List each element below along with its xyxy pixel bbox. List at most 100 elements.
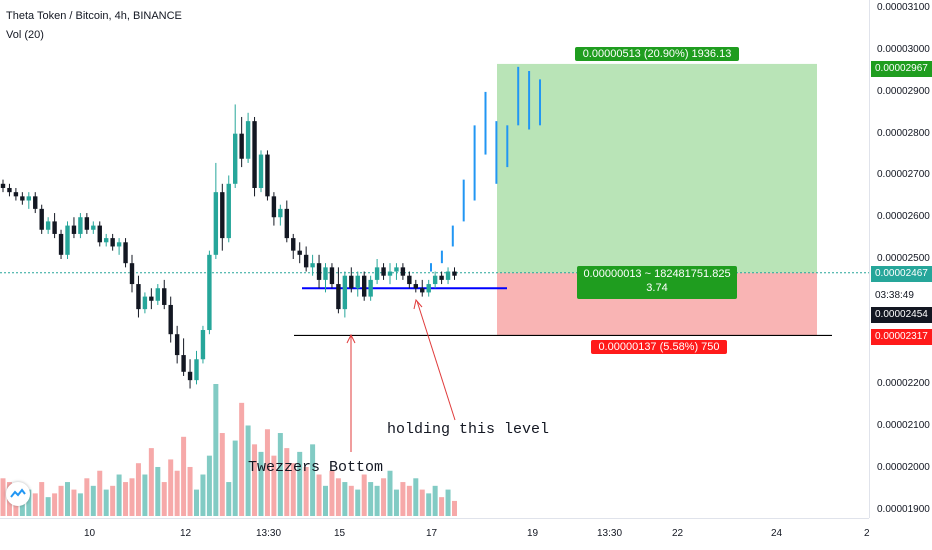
volume-bar <box>26 489 32 516</box>
volume-bar <box>142 474 148 516</box>
volume-bar <box>400 482 406 516</box>
candle-body <box>432 275 438 285</box>
volume-bar <box>452 500 457 516</box>
volume-bar <box>393 489 399 516</box>
time-tick-label: 12 <box>180 528 192 539</box>
time-axis-border <box>0 518 869 519</box>
price-tick-label: 0.00002600 <box>877 211 930 223</box>
volume-bar <box>310 444 316 516</box>
candle-body <box>200 330 206 360</box>
volume-bar <box>323 485 328 516</box>
candle-body <box>400 267 406 276</box>
candle-body <box>355 275 360 289</box>
candle-body <box>181 355 186 372</box>
candle-body <box>445 271 451 280</box>
volume-bar <box>271 455 277 516</box>
volume-bar <box>226 482 232 516</box>
price-tag-target: 0.00002967 <box>871 61 932 77</box>
candle-body <box>39 208 44 230</box>
volume-bar <box>374 485 380 516</box>
volume-bar <box>406 485 412 516</box>
position-zones <box>497 63 817 336</box>
candle-body <box>303 254 309 268</box>
candle-body <box>149 296 154 301</box>
candle-body <box>252 121 257 188</box>
price-tick-label: 0.00002100 <box>877 420 930 432</box>
volume-bar <box>32 493 38 516</box>
candle-body <box>310 263 315 268</box>
volume-indicator-label: Vol (20) <box>6 29 44 41</box>
candle-body <box>213 192 219 255</box>
candle-body <box>45 221 51 230</box>
candle-body <box>7 187 12 193</box>
volume-bar <box>0 478 6 516</box>
price-tick-label: 0.00003100 <box>877 2 930 14</box>
candle-body <box>271 196 277 218</box>
candles <box>0 104 457 389</box>
price-tick-label: 0.00002200 <box>877 378 930 390</box>
price-tag-level: 0.00002454 <box>871 307 932 323</box>
candle-body <box>110 238 115 247</box>
volume-bar <box>213 384 219 516</box>
entry-label: 0.00000013 ~ 182481751.825 3.74 <box>577 266 737 299</box>
candle-body <box>104 238 109 243</box>
time-tick-label: 19 <box>527 528 539 539</box>
volume-bar <box>348 485 354 516</box>
volume-bar <box>355 489 361 516</box>
candle-body <box>336 284 341 310</box>
candle-body <box>116 242 122 247</box>
stop-label: 0.00000137 (5.58%) 750 <box>591 340 727 354</box>
volume-bars <box>0 384 457 516</box>
candle-body <box>84 217 90 230</box>
volume-bar <box>445 489 451 516</box>
candle-body <box>52 221 57 234</box>
candle-body <box>245 121 251 159</box>
candle-body <box>381 267 386 276</box>
time-tick-label: 15 <box>334 528 346 539</box>
volume-bar <box>77 493 83 516</box>
candle-body <box>187 371 193 381</box>
candle-body <box>136 284 141 310</box>
candle-body <box>284 208 289 239</box>
volume-bar <box>439 497 445 516</box>
volume-bar <box>277 433 283 516</box>
symbol-title: Theta Token / Bitcoin, 4h, BINANCE <box>6 10 182 22</box>
candle-body <box>91 225 96 230</box>
candle-body <box>33 196 38 209</box>
candle-body <box>58 233 64 255</box>
candle-body <box>323 267 328 280</box>
annotation-arrows <box>346 298 456 452</box>
volume-bar <box>297 451 303 516</box>
candle-body <box>155 288 160 301</box>
time-tick-label: 10 <box>84 528 96 539</box>
volume-bar <box>387 470 393 516</box>
candle-body <box>387 271 393 276</box>
target-zone <box>497 63 817 273</box>
volume-bar <box>90 485 96 516</box>
candle-body <box>26 196 31 201</box>
volume-bar <box>168 459 174 516</box>
candle-body <box>168 304 173 335</box>
candle-body <box>291 238 296 251</box>
volume-bar <box>426 493 432 516</box>
candle-body <box>239 133 244 159</box>
volume-bar <box>413 478 419 516</box>
volume-bar <box>135 463 141 516</box>
price-tick-label: 0.00002900 <box>877 85 930 97</box>
volume-bar <box>52 493 58 516</box>
volume-bar <box>432 485 438 516</box>
volume-bar <box>174 470 180 516</box>
volume-bar <box>97 470 103 516</box>
volume-bar <box>39 482 45 516</box>
volume-bar <box>290 463 296 516</box>
volume-bar <box>284 448 290 516</box>
tradingview-logo-icon[interactable] <box>6 482 30 506</box>
volume-bar <box>206 455 212 516</box>
volume-bar <box>258 451 264 516</box>
candle-body <box>97 225 102 243</box>
price-tag-current: 0.00002467 <box>871 266 932 282</box>
volume-bar <box>368 482 374 516</box>
volume-bar <box>329 470 335 516</box>
volume-bar <box>316 474 322 516</box>
